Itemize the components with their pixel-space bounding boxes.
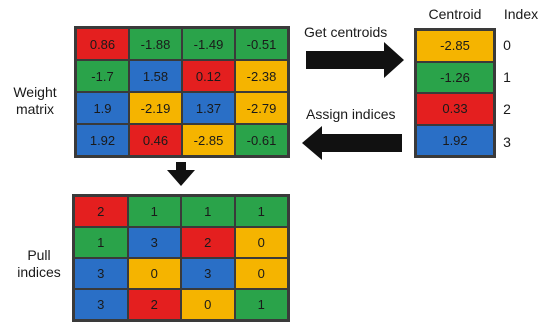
weight-cell: 0.86 <box>76 28 129 60</box>
index-cell: 0 <box>127 258 181 289</box>
index-cell: 2 <box>127 289 181 320</box>
weight-matrix-label: Weight matrix <box>2 84 68 118</box>
index-cell: 1 <box>127 196 181 227</box>
get-centroids-arrow <box>306 42 404 78</box>
centroid-cell: -1.26 <box>416 61 494 93</box>
centroid-index: 3 <box>503 134 511 150</box>
weight-cell: -1.49 <box>182 28 235 60</box>
pull-indices-label-line-1: Pull <box>27 247 51 263</box>
index-header: Index <box>503 6 539 22</box>
weight-cell: 0.12 <box>182 60 235 92</box>
get-centroids-label: Get centroids <box>304 24 388 40</box>
index-cell: 1 <box>234 196 288 227</box>
weight-matrix-label-line-2: matrix <box>15 101 55 117</box>
assign-indices-arrow <box>302 126 402 160</box>
index-cell: 0 <box>234 258 288 289</box>
index-cell: 3 <box>127 227 181 258</box>
weight-cell: 1.58 <box>129 60 182 92</box>
centroid-index: 2 <box>503 101 511 117</box>
index-cell: 3 <box>74 289 128 320</box>
index-cell: 2 <box>74 196 128 227</box>
index-cell: 2 <box>181 227 235 258</box>
index-cell: 3 <box>74 258 128 289</box>
weight-cell: -1.7 <box>76 60 129 92</box>
weight-cell: -0.61 <box>235 124 288 156</box>
weight-cell: -0.51 <box>235 28 288 60</box>
weight-cell: -2.19 <box>129 92 182 124</box>
pull-indices-down-arrow <box>167 162 195 186</box>
index-cell: 1 <box>234 289 288 320</box>
weight-matrix-label-line-1: Weight <box>13 84 57 100</box>
weight-cell: 1.92 <box>76 124 129 156</box>
index-cell: 1 <box>181 196 235 227</box>
index-cell: 0 <box>234 227 288 258</box>
centroid-cell: -2.85 <box>416 30 494 62</box>
weight-cell: -2.79 <box>235 92 288 124</box>
weight-cell: -2.38 <box>235 60 288 92</box>
index-cell: 1 <box>74 227 128 258</box>
centroid-header: Centroid <box>428 6 482 22</box>
weight-cell: 0.46 <box>129 124 182 156</box>
centroid-cell: 1.92 <box>416 124 494 156</box>
centroid-index: 0 <box>503 37 511 53</box>
weight-cell: 1.9 <box>76 92 129 124</box>
weight-cell: -2.85 <box>182 124 235 156</box>
weight-cell: 1.37 <box>182 92 235 124</box>
centroid-table: -2.85 -1.26 0.33 1.92 <box>414 28 496 158</box>
index-cell: 0 <box>181 289 235 320</box>
pull-indices-label: Pull indices <box>8 247 70 281</box>
index-cell: 3 <box>181 258 235 289</box>
centroid-cell: 0.33 <box>416 93 494 125</box>
weight-cell: -1.88 <box>129 28 182 60</box>
weight-matrix: 0.86 -1.88 -1.49 -0.51 -1.7 1.58 0.12 -2.38 1.9-… <box>74 26 290 158</box>
pull-indices-label-line-2: indices <box>17 264 61 280</box>
centroid-index: 1 <box>503 69 511 85</box>
assign-indices-label: Assign indices <box>306 106 396 122</box>
